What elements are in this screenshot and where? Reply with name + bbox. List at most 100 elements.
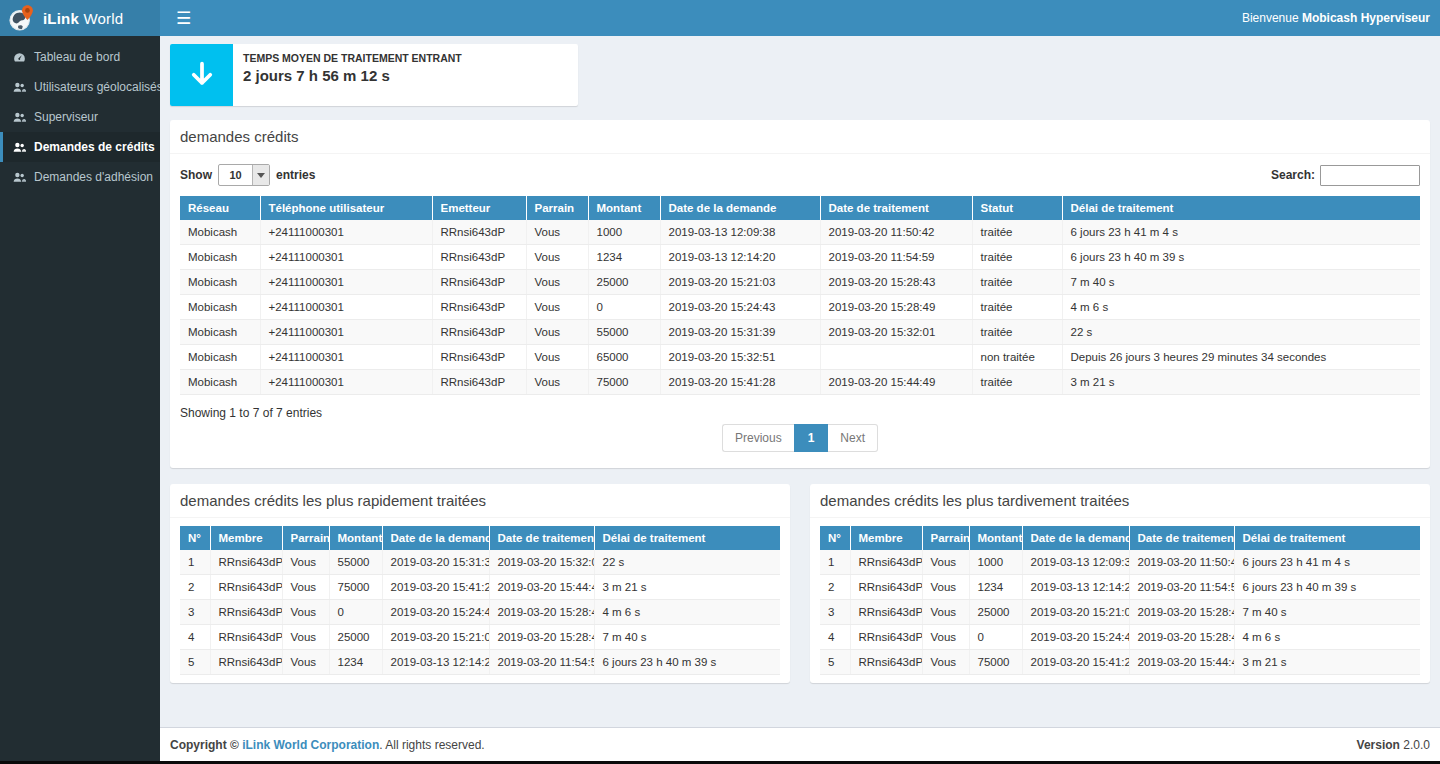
- sidebar-item-tableau-de-bord[interactable]: Tableau de bord: [0, 42, 160, 72]
- column-header[interactable]: Emetteur: [432, 196, 526, 220]
- table-cell: traitée: [972, 270, 1062, 295]
- column-header[interactable]: Date de la demande: [382, 526, 489, 550]
- table-cell: +24111000301: [260, 220, 432, 245]
- table-row: 2RRnsi643dPVous12342019-03-13 12:14:2020…: [820, 575, 1420, 600]
- pagination-next-button[interactable]: Next: [828, 424, 878, 452]
- table-cell: Mobicash: [180, 345, 260, 370]
- main-column: ☰ Bienvenue Mobicash Hyperviseur TEMPS M…: [160, 0, 1440, 761]
- table-cell: 2019-03-20 15:28:43: [820, 270, 972, 295]
- table-cell: 2019-03-20 11:50:42: [1129, 550, 1234, 575]
- sidebar-item-label: Demandes d'adhésion: [34, 170, 153, 184]
- stat-card-content: TEMPS MOYEN DE TRAITEMENT ENTRANT 2 jour…: [233, 44, 472, 106]
- column-header[interactable]: Parrain: [922, 526, 969, 550]
- column-header[interactable]: Membre: [850, 526, 922, 550]
- column-header[interactable]: Statut: [972, 196, 1062, 220]
- table-cell: 55000: [588, 320, 660, 345]
- table-header-row: N° Membre Parrain Montant Date de la dem…: [820, 526, 1420, 550]
- table-cell: 4: [180, 625, 210, 650]
- table-cell: 2019-03-20 15:41:28: [1022, 650, 1129, 675]
- table-cell: 2019-03-20 15:28:43: [489, 625, 594, 650]
- sidebar-item-demandes-adhesion[interactable]: Demandes d'adhésion: [0, 162, 160, 192]
- column-header[interactable]: Parrain: [526, 196, 588, 220]
- table-cell: 5: [820, 650, 850, 675]
- column-header[interactable]: Date de traitement: [820, 196, 972, 220]
- table-cell: RRnsi643dP: [850, 550, 922, 575]
- table-row: 4RRnsi643dPVous02019-03-20 15:24:432019-…: [820, 625, 1420, 650]
- table-cell: 2019-03-20 15:32:01: [820, 320, 972, 345]
- table-cell: 2019-03-20 15:41:28: [382, 575, 489, 600]
- table-cell: Mobicash: [180, 320, 260, 345]
- sidebar-item-utilisateurs-geolocalises[interactable]: Utilisateurs géolocalisés: [0, 72, 160, 102]
- search-input[interactable]: [1320, 165, 1420, 186]
- column-header[interactable]: Réseau: [180, 196, 260, 220]
- table-row: 2RRnsi643dPVous750002019-03-20 15:41:282…: [180, 575, 780, 600]
- table-cell: 75000: [969, 650, 1022, 675]
- credits-panel: demandes crédits Show 10 entries Sea: [170, 120, 1430, 468]
- table-cell: traitée: [972, 245, 1062, 270]
- column-header[interactable]: Parrain: [282, 526, 329, 550]
- table-cell: traitée: [972, 295, 1062, 320]
- column-header[interactable]: Membre: [210, 526, 282, 550]
- sidebar-item-label: Tableau de bord: [34, 50, 120, 64]
- column-header[interactable]: Délai de traitement: [594, 526, 780, 550]
- table-info: Showing 1 to 7 of 7 entries: [180, 406, 1420, 420]
- pagination-previous-button[interactable]: Previous: [722, 424, 794, 452]
- table-cell: 2: [820, 575, 850, 600]
- page-size-select[interactable]: 10: [218, 164, 270, 186]
- bottom-panels-row: demandes crédits les plus rapidement tra…: [170, 484, 1430, 683]
- table-cell: +24111000301: [260, 345, 432, 370]
- table-cell: Vous: [282, 625, 329, 650]
- table-cell: 6 jours 23 h 41 m 4 s: [1062, 220, 1420, 245]
- table-cell: 2019-03-20 15:24:43: [382, 600, 489, 625]
- column-header[interactable]: Délai de traitement: [1234, 526, 1420, 550]
- table-cell: Mobicash: [180, 370, 260, 395]
- table-row: 5RRnsi643dPVous750002019-03-20 15:41:282…: [820, 650, 1420, 675]
- table-row: Mobicash+24111000301RRnsi643dPVous250002…: [180, 270, 1420, 295]
- company-link[interactable]: iLink World Corporation: [242, 738, 379, 752]
- column-header[interactable]: Date de la demande: [1022, 526, 1129, 550]
- show-label: Show: [180, 168, 212, 182]
- table-cell: 2019-03-20 15:44:49: [489, 575, 594, 600]
- column-header[interactable]: Téléphone utilisateur: [260, 196, 432, 220]
- table-cell: 6 jours 23 h 40 m 39 s: [594, 650, 780, 675]
- brand-logo[interactable]: iLink World: [0, 0, 160, 36]
- table-cell: 2019-03-20 15:44:49: [1129, 650, 1234, 675]
- page-size-value: 10: [219, 165, 252, 185]
- table-cell: RRnsi643dP: [210, 625, 282, 650]
- table-cell: 3 m 21 s: [1234, 650, 1420, 675]
- page-length-control: Show 10 entries: [180, 164, 315, 186]
- table-cell: 2019-03-13 12:14:20: [1022, 575, 1129, 600]
- table-cell: 6 jours 23 h 40 m 39 s: [1062, 245, 1420, 270]
- table-cell: Vous: [526, 245, 588, 270]
- table-cell: Vous: [282, 550, 329, 575]
- table-cell: Vous: [526, 220, 588, 245]
- table-cell: RRnsi643dP: [432, 345, 526, 370]
- column-header[interactable]: Date de traitement: [1129, 526, 1234, 550]
- table-cell: 3: [820, 600, 850, 625]
- table-cell: 1234: [969, 575, 1022, 600]
- stat-card-temps-moyen: TEMPS MOYEN DE TRAITEMENT ENTRANT 2 jour…: [170, 44, 578, 106]
- hamburger-menu-icon[interactable]: ☰: [170, 8, 197, 29]
- table-header-row: Réseau Téléphone utilisateur Emetteur Pa…: [180, 196, 1420, 220]
- column-header[interactable]: Montant: [588, 196, 660, 220]
- sidebar-item-superviseur[interactable]: Superviseur: [0, 102, 160, 132]
- table-cell: RRnsi643dP: [850, 575, 922, 600]
- table-cell: RRnsi643dP: [210, 550, 282, 575]
- column-header[interactable]: Date de traitement: [489, 526, 594, 550]
- sidebar-item-demandes-de-credits[interactable]: Demandes de crédits: [0, 132, 160, 162]
- sidebar-menu: Tableau de bord Utilisateurs géolocalisé…: [0, 36, 160, 192]
- column-header[interactable]: Délai de traitement: [1062, 196, 1420, 220]
- table-cell: 2019-03-20 15:31:39: [382, 550, 489, 575]
- table-cell: 75000: [329, 575, 382, 600]
- column-header[interactable]: N°: [180, 526, 210, 550]
- column-header[interactable]: Montant: [329, 526, 382, 550]
- column-header[interactable]: Date de la demande: [660, 196, 820, 220]
- table-cell: RRnsi643dP: [850, 600, 922, 625]
- column-header[interactable]: Montant: [969, 526, 1022, 550]
- table-cell: +24111000301: [260, 270, 432, 295]
- column-header[interactable]: N°: [820, 526, 850, 550]
- pagination-page-1-button[interactable]: 1: [794, 424, 829, 452]
- table-cell: Vous: [922, 550, 969, 575]
- table-row: Mobicash+24111000301RRnsi643dPVous02019-…: [180, 295, 1420, 320]
- table-cell: 2019-03-20 15:28:49: [820, 295, 972, 320]
